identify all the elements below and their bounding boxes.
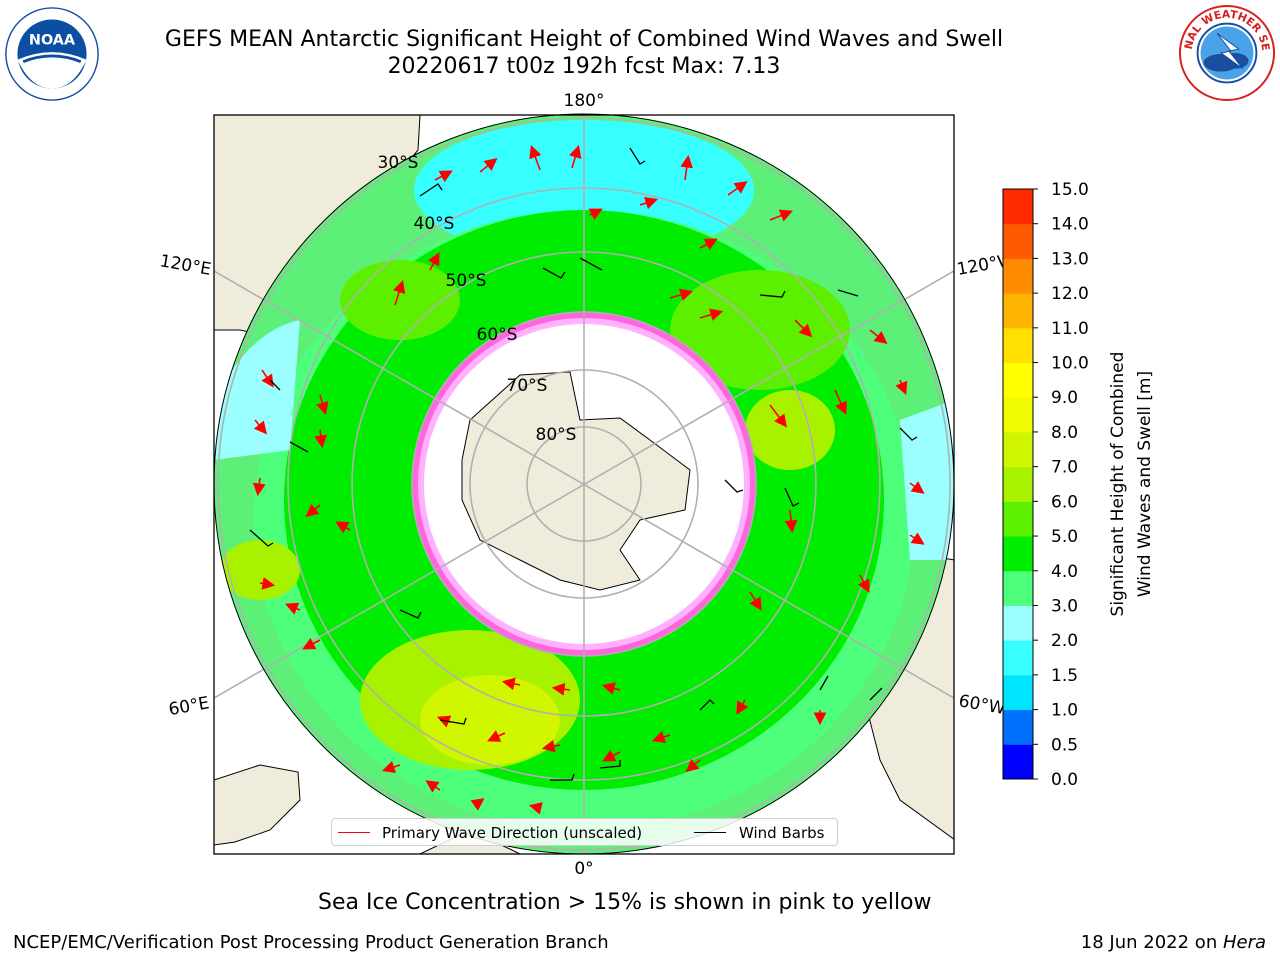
title-line-1: GEFS MEAN Antarctic Significant Height o… <box>164 27 1004 52</box>
colorbar-segment <box>1003 466 1033 502</box>
colorbar-segment <box>1003 258 1033 294</box>
colorbar-segment <box>1003 640 1033 676</box>
colorbar-segment <box>1003 536 1033 572</box>
colorbar-tick-label: 5.0 <box>1051 527 1078 547</box>
lon-label-180: 180° <box>564 91 605 111</box>
colorbar-tick-label: 3.0 <box>1051 596 1078 616</box>
colorbar-segment <box>1003 223 1033 259</box>
colorbar-tick-label: 0.5 <box>1051 735 1078 755</box>
colorbar-tick-label: 14.0 <box>1051 215 1089 235</box>
colorbar-label-line-2: Wind Waves and Swell [m] <box>1135 371 1155 597</box>
colorbar-tick-label: 6.0 <box>1051 492 1078 512</box>
colorbar-segment <box>1003 293 1033 329</box>
colorbar-tick-label: 2.0 <box>1051 631 1078 651</box>
colorbar-tick-label: 4.0 <box>1051 562 1078 582</box>
colorbar: 0.0 0.5 1.0 1.5 2.0 3.0 4.0 5.0 6.0 7.0 8.0 9.0 10.0… <box>1002 180 1089 790</box>
colorbar-segment <box>1003 397 1033 433</box>
colorbar-segment <box>1003 189 1033 225</box>
footer-host: Hera <box>1222 932 1266 953</box>
colorbar-tick-label: 7.0 <box>1051 458 1078 478</box>
lat-label-60s: 60°S <box>477 325 518 345</box>
colorbar-tick-label: 11.0 <box>1051 319 1089 339</box>
colorbar-border <box>1002 188 1034 780</box>
noaa-logo: NOAA <box>5 7 99 101</box>
colorbar-segment <box>1003 431 1033 468</box>
madagascar-land <box>214 764 301 846</box>
lat-label-40s: 40°S <box>414 214 455 234</box>
colorbar-tick-label: 1.0 <box>1051 701 1078 721</box>
lat-label-70s: 70°S <box>507 376 548 396</box>
colorbar-tick-label: 15.0 <box>1051 180 1089 200</box>
colorbar-segment <box>1003 362 1033 398</box>
map-frame <box>213 114 955 855</box>
nws-logo: NATIONAL WEATHER SERVICE <box>1178 4 1276 102</box>
title-line-2: 20220617 t00z 192h fcst Max: 7.13 <box>387 54 781 79</box>
lat-label-80s: 80°S <box>536 425 577 445</box>
lon-label-60e: 60°E <box>167 693 211 720</box>
colorbar-segment <box>1003 709 1033 745</box>
colorbar-segment <box>1003 744 1033 780</box>
colorbar-tick-label: 1.5 <box>1051 666 1078 686</box>
lon-label-120e: 120°E <box>158 251 212 280</box>
colorbar-segment <box>1003 327 1033 364</box>
lat-label-30s: 30°S <box>378 153 419 173</box>
noaa-logo-text: NOAA <box>29 32 76 48</box>
colorbar-segment <box>1003 605 1033 641</box>
colorbar-tick-label: 9.0 <box>1051 388 1078 408</box>
colorbar-label-line-1: Significant Height of Combined <box>1108 352 1128 617</box>
footer-date-text: 18 Jun 2022 on <box>1080 932 1223 953</box>
lon-label-0: 0° <box>574 859 593 879</box>
map-title: GEFS MEAN Antarctic Significant Height o… <box>0 26 1168 80</box>
colorbar-tick-label: 13.0 <box>1051 249 1089 269</box>
colorbar-tick-label: 10.0 <box>1051 354 1089 374</box>
colorbar-segment <box>1003 501 1033 537</box>
colorbar-tick-label: 12.0 <box>1051 284 1089 304</box>
map-legend: Primary Wave Direction (unscaled) Wind B… <box>331 818 838 846</box>
wind-barbs <box>249 147 918 781</box>
colorbar-segment <box>1003 674 1033 711</box>
lat-label-50s: 50°S <box>446 271 487 291</box>
colorbar-tick-label: 8.0 <box>1051 423 1078 443</box>
legend-barb-swatch <box>694 832 726 833</box>
sea-ice-note: Sea Ice Concentration > 15% is shown in … <box>318 890 932 915</box>
legend-wave-label: Primary Wave Direction (unscaled) <box>382 824 643 842</box>
colorbar-tick-label: 0.0 <box>1051 770 1078 790</box>
legend-barb-label: Wind Barbs <box>739 824 825 842</box>
footer-date: 18 Jun 2022 on Hera <box>1081 932 1266 953</box>
colorbar-segment <box>1003 570 1033 606</box>
lon-label-60w: 60°W <box>957 691 1007 719</box>
wave-direction-arrows <box>252 144 925 815</box>
footer-credit: NCEP/EMC/Verification Post Processing Pr… <box>13 932 609 953</box>
legend-wave-swatch <box>338 832 370 833</box>
graticule <box>214 115 954 854</box>
